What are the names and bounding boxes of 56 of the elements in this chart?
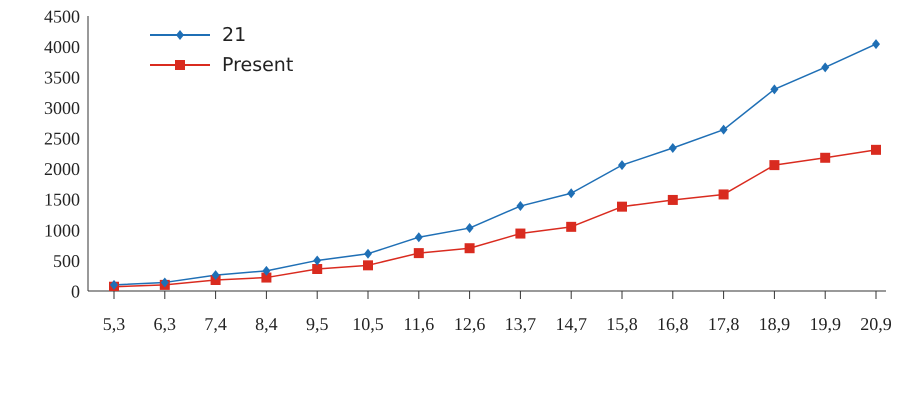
point — [212, 270, 220, 280]
x-tick-label: 5,3 — [102, 314, 126, 334]
x-tick-label: 17,8 — [708, 314, 740, 334]
point — [668, 143, 677, 153]
point — [261, 272, 272, 283]
x-tick-label: 15,8 — [606, 314, 638, 334]
x-tick-label: 14,7 — [555, 314, 587, 334]
legend-label: Present — [222, 54, 294, 76]
point — [262, 266, 270, 276]
point — [363, 260, 373, 270]
y-tick-label: 0 — [71, 281, 80, 302]
point — [313, 255, 322, 266]
point — [618, 160, 626, 170]
point — [364, 248, 372, 259]
y-tick-label: 1000 — [44, 220, 80, 240]
x-tick-label: 10,5 — [352, 314, 384, 334]
point — [466, 223, 474, 234]
x-tick-label: 9,5 — [306, 314, 328, 334]
y-tick-label: 2500 — [44, 128, 80, 149]
y-tick-label: 3000 — [44, 98, 80, 118]
point — [820, 152, 830, 163]
point — [871, 144, 881, 155]
point — [718, 189, 729, 200]
point — [617, 202, 627, 212]
y-tick-label: 4500 — [44, 6, 80, 26]
x-tick-label: 20,9 — [860, 314, 892, 334]
x-tick-label: 8,4 — [255, 314, 278, 334]
point — [312, 264, 322, 274]
point — [872, 39, 880, 50]
point — [668, 194, 678, 205]
x-tick-label: 6,3 — [154, 314, 176, 334]
point — [160, 277, 169, 288]
point — [567, 188, 576, 198]
y-tick-label: 1500 — [44, 190, 80, 210]
point — [566, 222, 576, 232]
point — [414, 232, 423, 242]
x-tick-label: 18,9 — [758, 314, 790, 334]
x-tick-label: 19,9 — [809, 314, 841, 334]
point — [821, 62, 830, 72]
y-tick-label: 3500 — [44, 68, 80, 88]
x-tick-label: 7,4 — [204, 314, 227, 334]
y-tick-label: 2000 — [44, 159, 80, 180]
x-tick-label: 12,6 — [454, 314, 486, 334]
point — [720, 124, 728, 135]
y-tick-label: 500 — [53, 250, 80, 271]
legend-label: 21 — [222, 24, 246, 46]
x-tick-label: 16,8 — [657, 314, 689, 334]
point — [515, 228, 526, 239]
x-tick-label: 11,6 — [403, 314, 434, 334]
y-tick-label: 4000 — [44, 36, 80, 57]
point — [464, 243, 475, 254]
point — [770, 84, 778, 94]
point — [516, 201, 524, 212]
x-tick-label: 13,7 — [504, 314, 536, 334]
point — [769, 160, 780, 170]
point — [414, 248, 424, 258]
